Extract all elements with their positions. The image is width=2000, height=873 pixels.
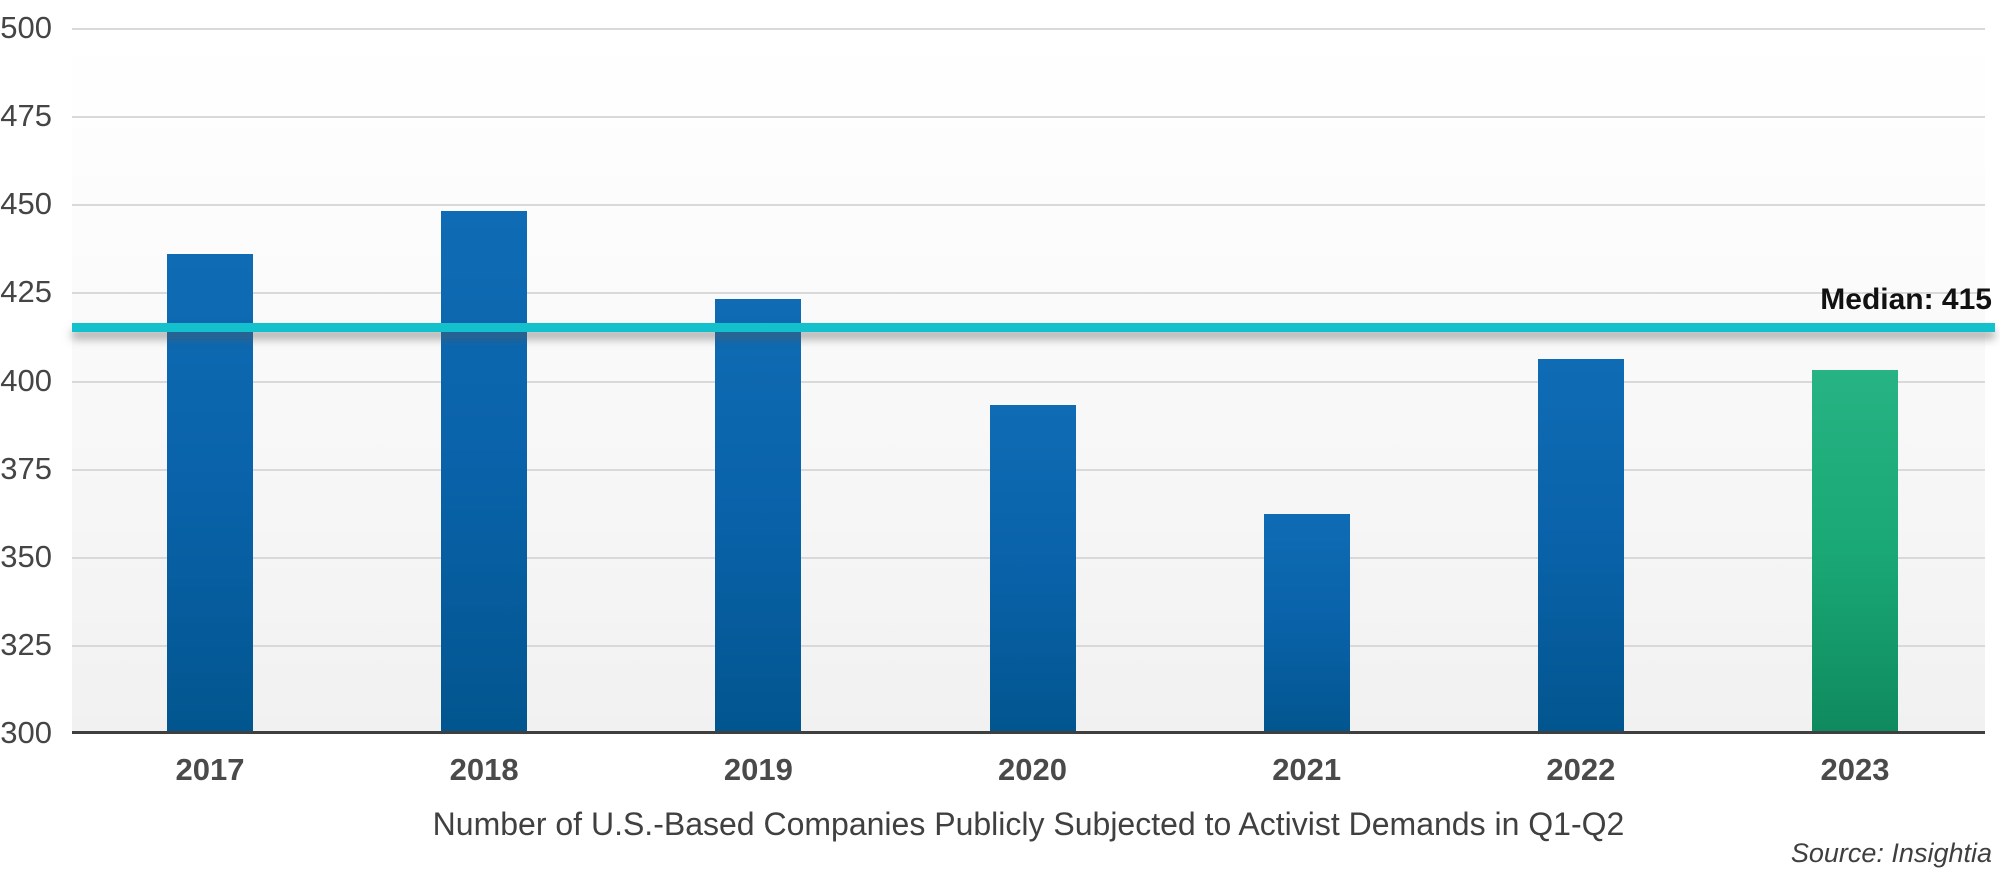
x-tick-label-2017: 2017	[175, 752, 245, 787]
gridline-475	[72, 116, 1985, 119]
bar-2019[interactable]	[715, 299, 802, 733]
median-line	[72, 323, 1995, 333]
x-tick-label-2018: 2018	[449, 752, 519, 787]
median-line-label: Median: 415	[1820, 283, 1992, 317]
source-note: Source: Insightia	[1790, 838, 1992, 868]
y-tick-label-425: 425	[0, 274, 52, 310]
y-tick-label-325: 325	[0, 626, 52, 662]
bar-2023[interactable]	[1812, 369, 1899, 733]
bar-2022[interactable]	[1537, 359, 1624, 733]
plot-area	[72, 28, 1985, 733]
x-axis-line	[72, 731, 1985, 734]
x-tick-label-2020: 2020	[998, 752, 1067, 787]
y-tick-label-500: 500	[0, 10, 52, 45]
y-tick-label-350: 350	[0, 538, 52, 574]
x-tick-label-2022: 2022	[1546, 752, 1616, 787]
gridline-500	[72, 28, 1985, 30]
x-tick-label-2023: 2023	[1820, 752, 1890, 787]
bar-2018[interactable]	[441, 211, 528, 733]
x-tick-label-2021: 2021	[1272, 752, 1342, 787]
x-tick-label-2019: 2019	[723, 752, 793, 787]
y-tick-label-300: 300	[0, 715, 52, 750]
y-tick-label-375: 375	[0, 450, 52, 486]
y-tick-label-450: 450	[0, 186, 52, 222]
y-tick-label-475: 475	[0, 98, 52, 134]
y-tick-label-400: 400	[0, 362, 52, 398]
gridline-450	[72, 204, 1985, 207]
bar-2021[interactable]	[1263, 514, 1350, 733]
chart-title: Number of U.S.-Based Companies Publicly …	[432, 806, 1625, 842]
bar-2017[interactable]	[167, 253, 253, 733]
bar-2020[interactable]	[989, 405, 1076, 733]
gridline-400	[72, 380, 1985, 383]
gridline-425	[72, 292, 1985, 295]
